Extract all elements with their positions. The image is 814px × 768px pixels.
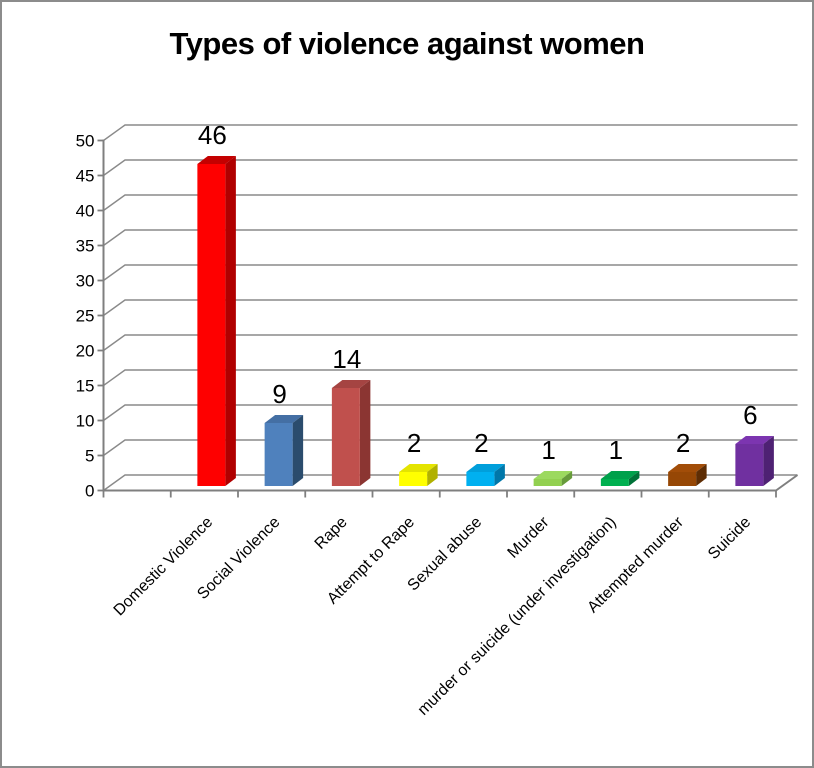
floor-right-edge	[775, 474, 799, 492]
bar-top-face	[331, 380, 371, 388]
y-tick-label: 25	[76, 307, 95, 326]
gridline	[103, 334, 798, 352]
x-category-label: Suicide	[705, 514, 754, 563]
bar-side-face	[494, 464, 505, 486]
bar	[533, 471, 573, 486]
bar-top-face	[533, 471, 573, 479]
y-tick-label: 50	[76, 132, 95, 151]
gridlines	[103, 124, 798, 492]
bar	[668, 464, 707, 486]
bar-front-face	[533, 479, 562, 486]
x-axis	[102, 474, 799, 498]
bar-side-face	[763, 436, 774, 486]
gridline	[103, 474, 798, 492]
y-tick-label: 15	[76, 377, 95, 396]
bar-top-face	[466, 464, 505, 472]
bar-front-face	[668, 472, 697, 486]
bar-top-face	[264, 415, 304, 423]
bar-value-label: 2	[676, 428, 690, 458]
bar	[331, 380, 371, 486]
chart-title: Types of violence against women	[170, 26, 645, 61]
bar-side-face	[225, 156, 236, 486]
bar	[264, 415, 304, 486]
bar	[197, 156, 236, 486]
y-axis: 0 5 10 15 20 25 30 35 40 45 50	[76, 132, 105, 501]
gridline	[103, 264, 798, 282]
bar-front-face	[399, 472, 428, 486]
bar-value-label: 6	[743, 400, 757, 430]
y-tick-label: 45	[76, 167, 95, 186]
bar-front-face	[735, 444, 764, 486]
y-tick-label: 0	[85, 482, 94, 501]
bar-value-label: 1	[609, 435, 623, 465]
bar	[735, 436, 774, 486]
bars	[197, 156, 774, 486]
bar-value-label: 9	[272, 379, 286, 409]
gridline	[103, 159, 798, 177]
y-tick-label: 35	[76, 237, 95, 256]
gridline	[103, 299, 798, 317]
bar-top-face	[399, 464, 438, 472]
bar-side-face	[696, 464, 707, 486]
bar-side-face	[359, 380, 371, 486]
bar-front-face	[197, 164, 226, 486]
y-tick-label: 20	[76, 342, 95, 361]
gridline	[103, 124, 798, 142]
bar-front-face	[600, 479, 629, 486]
gridline	[103, 229, 798, 247]
bar-front-face	[466, 472, 495, 486]
y-tick-label: 5	[85, 447, 94, 466]
bar-side-face	[292, 415, 304, 486]
bar-front-face	[331, 388, 360, 486]
bar-value-label: 1	[541, 435, 555, 465]
gridline	[103, 194, 798, 212]
y-tick-label: 10	[76, 412, 95, 431]
bar-top-face	[197, 156, 236, 164]
y-tick-label: 30	[76, 272, 95, 291]
bar-top-face	[600, 471, 640, 479]
bar-value-label: 2	[474, 428, 488, 458]
x-category-label: Murder	[505, 513, 553, 561]
bar-top-face	[668, 464, 707, 472]
bar-side-face	[628, 471, 640, 486]
bar-value-label: 14	[332, 344, 361, 374]
gridline	[103, 439, 798, 457]
bar-front-face	[264, 423, 293, 486]
bar	[399, 464, 438, 486]
bar-side-face	[427, 464, 438, 486]
data-labels: 46 9 14 2 2 1 1 2 6	[198, 120, 758, 465]
gridline	[103, 369, 798, 387]
x-category-label: Rape	[312, 514, 351, 553]
y-tick-label: 40	[76, 202, 95, 221]
bar	[600, 471, 640, 486]
bar	[466, 464, 505, 486]
x-category-label: Domestic Violence	[111, 514, 217, 620]
gridline	[103, 404, 798, 422]
bar-side-face	[561, 471, 573, 486]
bar-value-label: 46	[198, 120, 227, 150]
bar-top-face	[735, 436, 774, 444]
bar-value-label: 2	[407, 428, 421, 458]
